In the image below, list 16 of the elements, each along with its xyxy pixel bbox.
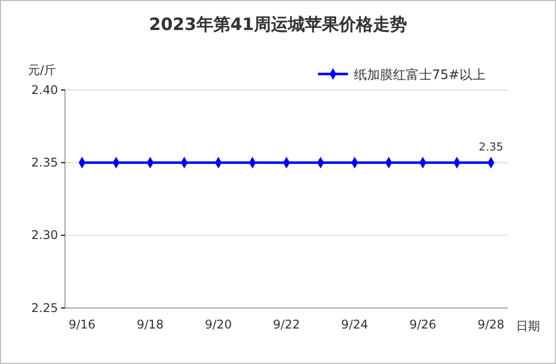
x-tick-label: 9/24 xyxy=(341,318,368,332)
y-tick-label: 2.30 xyxy=(31,228,58,242)
legend-label: 纸加膜红富士75#以上 xyxy=(354,67,486,83)
data-label: 2.35 xyxy=(478,140,504,154)
x-axis-title: 日期 xyxy=(516,319,540,333)
x-tick-label: 9/18 xyxy=(136,318,164,332)
chart-title: 2023年第41周运城苹果价格走势 xyxy=(149,15,407,35)
x-tick-label: 9/28 xyxy=(477,318,504,332)
x-tick-label: 9/26 xyxy=(409,318,436,332)
x-tick-label: 9/22 xyxy=(273,318,300,332)
y-axis-title: 元/斤 xyxy=(28,63,56,77)
x-tick-label: 9/20 xyxy=(204,318,232,332)
y-tick-label: 2.35 xyxy=(31,156,58,170)
x-tick-label: 9/16 xyxy=(68,318,96,332)
y-tick-label: 2.25 xyxy=(31,300,58,315)
y-tick-label: 2.40 xyxy=(31,82,58,97)
